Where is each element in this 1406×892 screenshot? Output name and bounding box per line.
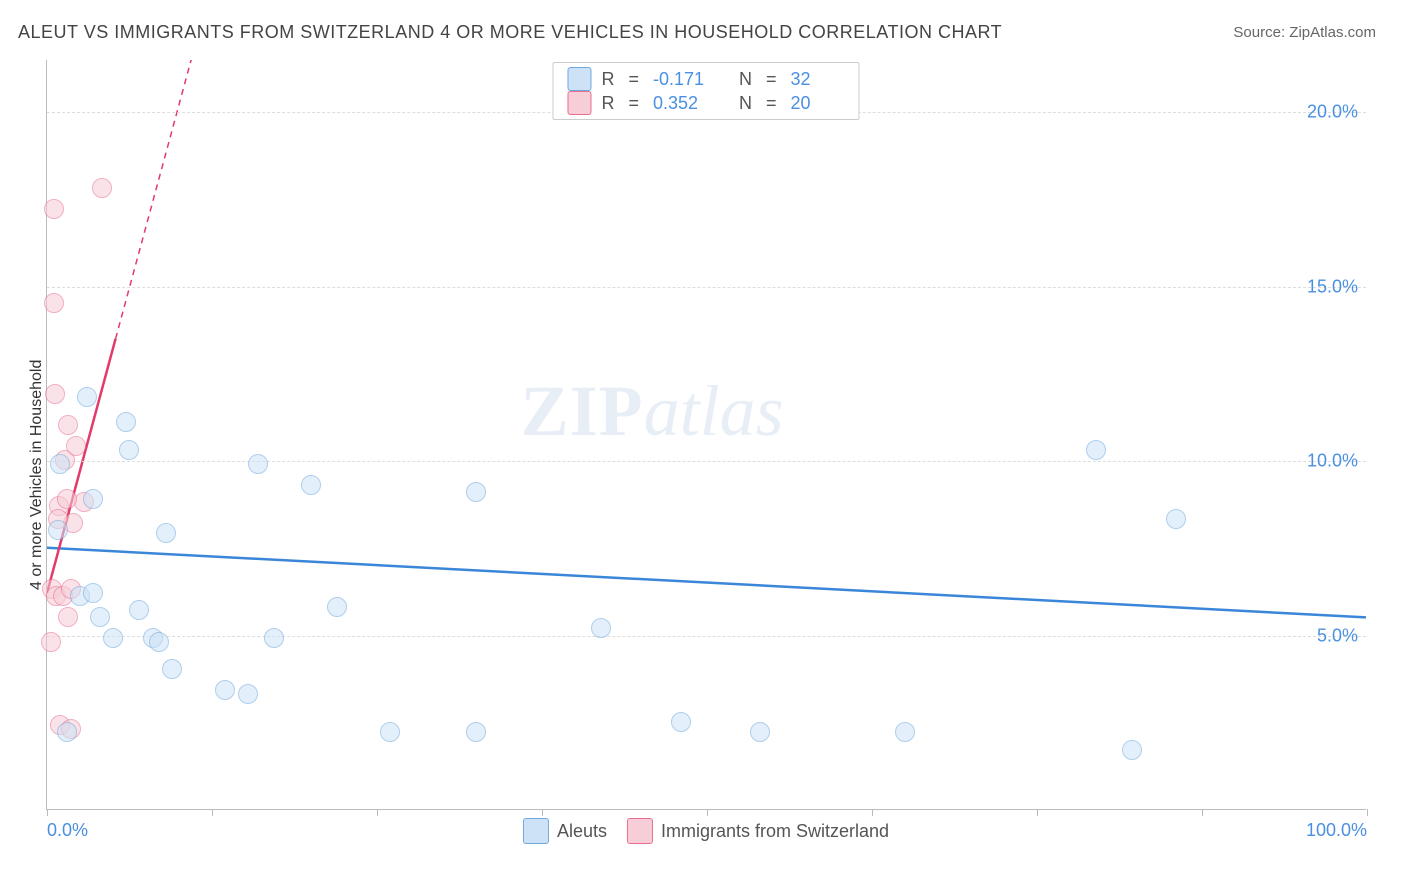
watermark-atlas: atlas xyxy=(644,371,784,451)
plot-region: ZIPatlas 5.0%10.0%15.0%20.0%0.0%100.0% xyxy=(46,60,1366,810)
scatter-point xyxy=(58,415,78,435)
scatter-point xyxy=(162,659,182,679)
scatter-point xyxy=(119,440,139,460)
scatter-point xyxy=(83,583,103,603)
chart-title: ALEUT VS IMMIGRANTS FROM SWITZERLAND 4 O… xyxy=(18,22,1002,43)
x-tick xyxy=(707,809,708,816)
legend-r-label: R xyxy=(601,93,614,114)
scatter-point xyxy=(248,454,268,474)
gridline-h xyxy=(47,461,1366,462)
scatter-point xyxy=(44,293,64,313)
source-attribution: Source: ZipAtlas.com xyxy=(1233,24,1376,41)
chart-area: ZIPatlas 5.0%10.0%15.0%20.0%0.0%100.0% 4… xyxy=(46,60,1366,810)
legend-series: Aleuts Immigrants from Switzerland xyxy=(523,818,889,844)
scatter-point xyxy=(50,454,70,474)
scatter-point xyxy=(380,722,400,742)
legend-item-aleuts: Aleuts xyxy=(523,818,607,844)
x-tick-label: 100.0% xyxy=(1306,820,1367,841)
scatter-point xyxy=(466,482,486,502)
equals-sign: = xyxy=(628,93,639,114)
scatter-point xyxy=(41,632,61,652)
scatter-point xyxy=(57,489,77,509)
legend-swatch-aleuts xyxy=(523,818,549,844)
scatter-point xyxy=(1086,440,1106,460)
legend-n-value-aleuts: 32 xyxy=(791,69,845,90)
watermark-zip: ZIP xyxy=(521,371,644,451)
scatter-point xyxy=(57,722,77,742)
scatter-point xyxy=(44,199,64,219)
equals-sign: = xyxy=(766,93,777,114)
legend-r-value-aleuts: -0.171 xyxy=(653,69,707,90)
scatter-point xyxy=(77,387,97,407)
scatter-point xyxy=(591,618,611,638)
legend-n-label: N xyxy=(739,69,752,90)
equals-sign: = xyxy=(628,69,639,90)
y-tick-label: 20.0% xyxy=(1307,102,1358,123)
header-bar: ALEUT VS IMMIGRANTS FROM SWITZERLAND 4 O… xyxy=(0,0,1406,53)
legend-item-swiss: Immigrants from Switzerland xyxy=(627,818,889,844)
scatter-point xyxy=(116,412,136,432)
scatter-point xyxy=(215,680,235,700)
scatter-point xyxy=(103,628,123,648)
scatter-point xyxy=(92,178,112,198)
legend-n-label: N xyxy=(739,93,752,114)
gridline-h xyxy=(47,636,1366,637)
gridline-h xyxy=(47,287,1366,288)
y-tick-label: 15.0% xyxy=(1307,276,1358,297)
y-tick-label: 10.0% xyxy=(1307,451,1358,472)
scatter-point xyxy=(466,722,486,742)
scatter-point xyxy=(45,384,65,404)
scatter-point xyxy=(58,607,78,627)
scatter-point xyxy=(156,523,176,543)
scatter-point xyxy=(895,722,915,742)
scatter-point xyxy=(301,475,321,495)
legend-label-aleuts: Aleuts xyxy=(557,821,607,842)
scatter-point xyxy=(129,600,149,620)
x-tick xyxy=(1037,809,1038,816)
scatter-point xyxy=(66,436,86,456)
legend-r-label: R xyxy=(601,69,614,90)
legend-n-value-swiss: 20 xyxy=(791,93,845,114)
legend-correlation: R = -0.171 N = 32 R = 0.352 N = 20 xyxy=(552,62,859,120)
y-tick-label: 5.0% xyxy=(1317,625,1358,646)
watermark: ZIPatlas xyxy=(521,370,784,453)
legend-row-swiss: R = 0.352 N = 20 xyxy=(567,91,844,115)
scatter-point xyxy=(149,632,169,652)
legend-swatch-aleuts xyxy=(567,67,591,91)
source-name: ZipAtlas.com xyxy=(1289,24,1376,41)
scatter-point xyxy=(238,684,258,704)
scatter-point xyxy=(1122,740,1142,760)
legend-swatch-swiss xyxy=(627,818,653,844)
scatter-point xyxy=(671,712,691,732)
scatter-point xyxy=(83,489,103,509)
scatter-point xyxy=(90,607,110,627)
scatter-point xyxy=(750,722,770,742)
legend-row-aleuts: R = -0.171 N = 32 xyxy=(567,67,844,91)
x-tick xyxy=(872,809,873,816)
legend-swatch-swiss xyxy=(567,91,591,115)
x-tick xyxy=(1202,809,1203,816)
legend-r-value-swiss: 0.352 xyxy=(653,93,707,114)
x-tick xyxy=(47,809,48,816)
x-tick xyxy=(212,809,213,816)
scatter-point xyxy=(327,597,347,617)
source-prefix: Source: xyxy=(1233,24,1289,41)
scatter-point xyxy=(48,520,68,540)
equals-sign: = xyxy=(766,69,777,90)
legend-label-swiss: Immigrants from Switzerland xyxy=(661,821,889,842)
scatter-point xyxy=(264,628,284,648)
y-axis-title: 4 or more Vehicles in Household xyxy=(28,360,46,590)
x-tick xyxy=(542,809,543,816)
scatter-point xyxy=(1166,509,1186,529)
x-tick xyxy=(1367,809,1368,816)
x-tick xyxy=(377,809,378,816)
x-tick-label: 0.0% xyxy=(47,820,88,841)
